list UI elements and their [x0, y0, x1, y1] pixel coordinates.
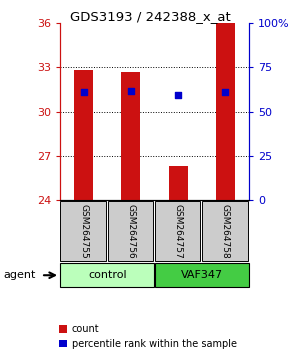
Bar — [122, 72, 140, 200]
Bar — [155, 201, 200, 261]
Point — [128, 88, 133, 94]
Point — [176, 92, 181, 98]
Bar — [108, 201, 153, 261]
Text: GSM264757: GSM264757 — [174, 204, 183, 258]
Text: VAF347: VAF347 — [181, 270, 223, 280]
Bar — [216, 23, 235, 200]
Text: control: control — [88, 270, 127, 280]
Bar — [61, 201, 106, 261]
Bar — [202, 201, 248, 261]
Point — [223, 90, 228, 95]
Bar — [155, 263, 248, 287]
Point — [81, 90, 86, 95]
Text: GDS3193 / 242388_x_at: GDS3193 / 242388_x_at — [70, 10, 230, 23]
Bar — [74, 70, 93, 200]
Text: GSM264756: GSM264756 — [126, 204, 135, 258]
Legend: count, percentile rank within the sample: count, percentile rank within the sample — [59, 324, 236, 349]
Text: agent: agent — [3, 270, 35, 280]
Bar — [169, 166, 188, 200]
Text: GSM264755: GSM264755 — [79, 204, 88, 258]
Bar — [61, 263, 154, 287]
Text: GSM264758: GSM264758 — [221, 204, 230, 258]
